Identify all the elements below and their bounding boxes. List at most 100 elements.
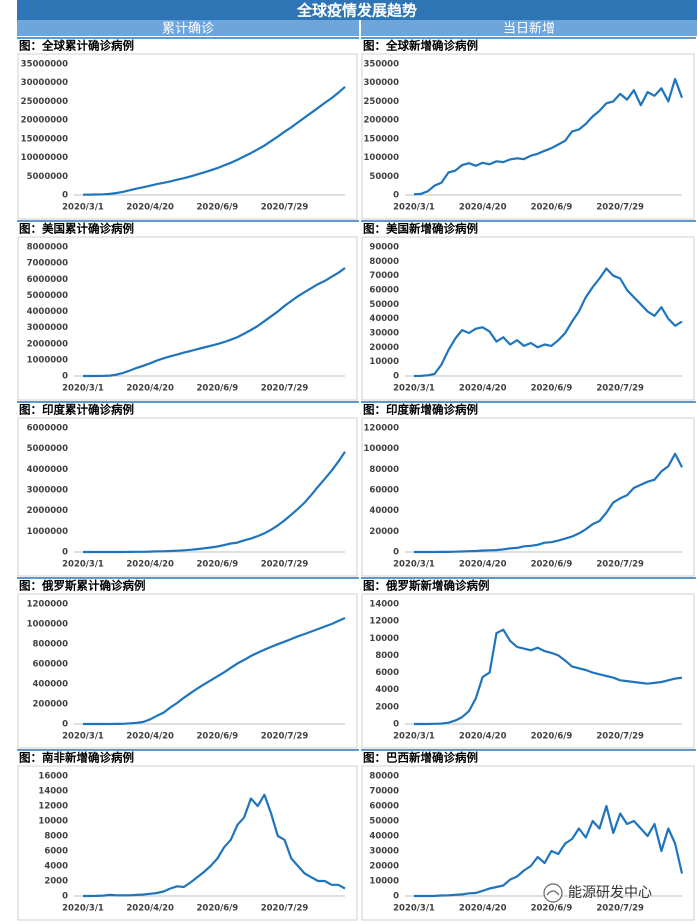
x-tick-label: 2020/7/29 (596, 732, 644, 742)
y-tick-label: 600000 (33, 660, 69, 670)
plot-frame (361, 765, 695, 921)
charts: 图：全球累计确诊病例050000001000000015000000200000… (17, 37, 696, 921)
x-tick-label: 2020/3/1 (62, 203, 104, 213)
y-tick-label: 10000 (38, 817, 68, 827)
y-tick-label: 6000000 (27, 275, 68, 285)
y-tick-label: 20000 (369, 343, 399, 353)
y-tick-label: 0 (62, 372, 68, 382)
y-tick-label: 40000 (369, 314, 399, 324)
x-tick-label: 2020/3/1 (62, 560, 104, 570)
y-tick-label: 70000 (369, 271, 399, 281)
y-tick-label: 10000 (369, 634, 399, 644)
plot-frame (361, 417, 695, 577)
x-tick-label: 2020/4/20 (126, 904, 174, 914)
x-tick-label: 2020/3/1 (393, 732, 435, 742)
y-tick-label: 60000 (369, 802, 399, 812)
y-tick-label: 0 (62, 720, 68, 730)
x-tick-label: 2020/6/9 (197, 904, 239, 914)
y-tick-label: 20000 (369, 527, 399, 537)
y-tick-label: 2000 (375, 702, 399, 712)
y-tick-label: 16000 (38, 772, 68, 782)
x-tick-label: 2020/7/29 (261, 384, 309, 394)
y-tick-label: 0 (393, 548, 399, 558)
y-tick-label: 14000 (38, 787, 68, 797)
y-tick-label: 4000000 (27, 465, 68, 475)
y-tick-label: 3000000 (27, 486, 68, 496)
y-tick-label: 6000000 (27, 424, 68, 434)
y-tick-label: 3000000 (27, 323, 68, 333)
subheader-left-text: 累计确诊 (162, 22, 214, 37)
data-line (414, 452, 683, 554)
x-tick-label: 2020/4/20 (459, 203, 507, 213)
plot-frame (17, 765, 358, 921)
data-line (413, 77, 684, 196)
y-tick-label: 2000000 (27, 506, 68, 516)
y-tick-label: 2000000 (27, 339, 68, 349)
plot-frame (17, 593, 358, 749)
y-tick-label: 1000000 (27, 355, 68, 365)
y-tick-label: 1000000 (27, 620, 68, 630)
y-tick-label: 8000 (375, 651, 399, 661)
y-tick-label: 800000 (33, 640, 69, 650)
plot-frame (17, 53, 358, 220)
y-tick-label: 15000000 (21, 134, 68, 144)
watermark-icon-mark (546, 890, 560, 896)
y-tick-label: 70000 (369, 787, 399, 797)
x-tick-label: 2020/4/20 (459, 732, 507, 742)
header-bar (17, 0, 697, 20)
y-tick-label: 4000 (44, 862, 68, 872)
subheader-right-text: 当日新增 (503, 21, 555, 37)
y-tick-label: 12000 (369, 617, 399, 627)
chart-panel: 图：印度累计确诊病例 0 1000000 2000000 3000000 4000000 5… (17, 401, 359, 577)
chart-panel: 图：全球累计确诊病例 0 5000000 10000000 15000000 200000… (17, 37, 359, 220)
chart-title: 图：印度累计确诊病例 (19, 403, 134, 417)
y-tick-label: 0 (62, 191, 68, 201)
y-tick-label: 20000 (369, 862, 399, 872)
x-tick-label: 2020/4/20 (126, 203, 174, 213)
y-tick-label: 100000 (364, 153, 400, 163)
y-tick-label: 50000 (369, 817, 399, 827)
data-line (83, 616, 346, 726)
x-tick-label: 2020/6/9 (197, 732, 239, 742)
y-tick-label: 30000 (369, 329, 399, 339)
chart-panel: 图：美国新增确诊病例 0 10000 20000 30000 40000 50000 6000… (361, 220, 696, 401)
x-tick-label: 2020/7/29 (261, 904, 309, 914)
x-tick-label: 2020/3/1 (393, 203, 435, 213)
data-line (413, 267, 683, 378)
chart-panel: 图：巴西新增确诊病例 0 10000 20000 30000 40000 50000 6000… (361, 749, 696, 921)
plot-frame (361, 53, 695, 220)
x-tick-label: 2020/6/9 (197, 384, 239, 394)
plot-frame (17, 236, 358, 401)
chart-panel: 图：美国累计确诊病例 0 1000000 2000000 3000000 4000000 5… (17, 220, 359, 401)
chart-panel: 图：全球新增确诊病例 0 50000 100000 150000 200000 250000… (361, 37, 696, 220)
y-tick-label: 14000 (369, 600, 399, 610)
x-tick-label: 2020/3/1 (62, 904, 104, 914)
y-tick-label: 1200000 (27, 600, 68, 610)
y-tick-label: 5000000 (27, 172, 68, 182)
chart-title: 图：南非新增确诊病例 (19, 751, 134, 765)
chart-title: 图：全球新增确诊病例 (363, 39, 478, 53)
x-tick-label: 2020/3/1 (393, 560, 435, 570)
chart-panel: 图：南非新增确诊病例 0 2000 4000 6000 8000 10000 12000 140… (17, 749, 359, 921)
y-tick-label: 350000 (364, 60, 400, 70)
y-tick-label: 50000 (369, 172, 399, 182)
x-tick-label: 2020/6/9 (197, 560, 239, 570)
watermark (543, 883, 563, 903)
x-tick-label: 2020/7/29 (596, 904, 644, 914)
y-tick-label: 5000000 (27, 291, 68, 301)
chart-title: 图：印度新增确诊病例 (363, 403, 478, 417)
x-tick-label: 2020/7/29 (596, 384, 644, 394)
y-tick-label: 200000 (364, 116, 400, 126)
x-tick-label: 2020/7/29 (596, 560, 644, 570)
x-tick-label: 2020/3/1 (393, 384, 435, 394)
y-tick-label: 80000 (369, 772, 399, 782)
y-tick-label: 4000 (375, 685, 399, 695)
y-tick-label: 250000 (364, 97, 400, 107)
y-tick-label: 6000 (375, 668, 399, 678)
y-tick-label: 1000000 (27, 527, 68, 537)
y-tick-label: 12000 (38, 802, 68, 812)
data-line (83, 451, 346, 554)
y-tick-label: 0 (393, 720, 399, 730)
y-tick-label: 60000 (369, 486, 399, 496)
